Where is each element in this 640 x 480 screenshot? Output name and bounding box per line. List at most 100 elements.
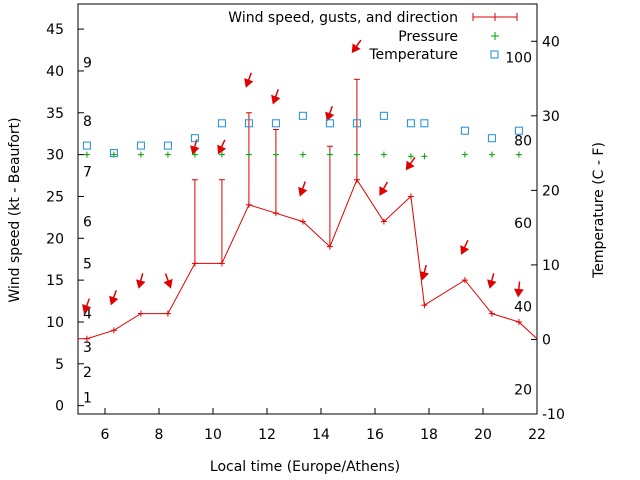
left-axis-tick-labels: 0 5 10 15 20 25 30 35 40 45 — [46, 22, 64, 415]
wind-direction-arrow — [487, 273, 497, 289]
wind-direction-arrow — [460, 240, 470, 255]
arrow-head — [271, 94, 281, 105]
arrow-head — [379, 186, 388, 196]
legend: Wind speed, gusts, and direction Pressur… — [228, 10, 518, 63]
wind-speed-point — [245, 201, 252, 208]
bottom-tick-label: 8 — [155, 427, 164, 443]
fahrenheit-label: 20 — [514, 382, 532, 398]
wind-direction-arrow — [82, 298, 92, 314]
temperature-point — [420, 119, 429, 128]
bottom-tick-label: 6 — [101, 427, 110, 443]
wind-direction-arrow — [163, 273, 173, 289]
temperature-point — [163, 141, 172, 150]
wind-speed-point — [380, 218, 387, 225]
bottom-tick-label: 18 — [420, 427, 438, 443]
wind-speed-point — [137, 310, 144, 317]
temperature-point — [352, 119, 361, 128]
temperature-point — [109, 149, 118, 158]
arrow-head — [298, 186, 308, 197]
fahrenheit-label: 100 — [505, 51, 532, 67]
legend-key-pressure — [491, 32, 499, 40]
pressure-point — [191, 151, 198, 158]
gust-bars — [191, 78, 360, 264]
bottom-tick-label: 10 — [204, 427, 222, 443]
x-axis-label: Local time (Europe/Athens) — [210, 459, 400, 475]
fahrenheit-label: 80 — [514, 133, 532, 149]
beaufort-label: 2 — [83, 365, 92, 381]
beaufort-label: 7 — [83, 164, 92, 180]
pressure-point — [164, 151, 171, 158]
y-axis-label-left: Wind speed (kt - Beaufort) — [7, 117, 23, 302]
beaufort-label: 5 — [83, 256, 92, 272]
pressure-point — [380, 151, 387, 158]
arrow-head — [405, 160, 415, 171]
temperature-point — [136, 141, 145, 150]
wind-speed-point — [488, 310, 495, 317]
wind-speed-point — [218, 260, 225, 267]
left-tick-label: 40 — [46, 64, 64, 80]
left-tick-label: 5 — [55, 357, 64, 373]
beaufort-label: 3 — [83, 340, 92, 356]
pressure-point — [407, 153, 414, 160]
wind-speed-point — [407, 193, 414, 200]
pressure-point — [137, 151, 144, 158]
pressure-point — [83, 151, 90, 158]
left-tick-label: 20 — [46, 231, 64, 247]
pressure-point — [272, 151, 279, 158]
wind-direction-arrows — [82, 39, 524, 314]
legend-label-temperature: Temperature — [368, 47, 458, 63]
wind-speed-point — [421, 302, 428, 309]
bottom-tick-label: 20 — [474, 427, 492, 443]
wind-speed-point — [110, 327, 117, 334]
wind-direction-arrow — [271, 89, 281, 105]
right-tick-label: 0 — [542, 332, 551, 348]
wind-direction-arrow — [109, 290, 119, 306]
wind-direction-arrow — [351, 39, 362, 54]
wind-direction-arrow — [405, 156, 416, 171]
legend-label-wind: Wind speed, gusts, and direction — [228, 10, 458, 26]
arrow-head — [419, 271, 429, 281]
fahrenheit-label: 40 — [514, 300, 532, 316]
wind-direction-arrow — [325, 105, 335, 122]
right-tick-label: 40 — [542, 34, 560, 50]
wind-speed-point — [83, 335, 90, 342]
wind-direction-arrow — [217, 139, 227, 155]
wind-direction-arrow — [514, 281, 524, 298]
temperature-point — [406, 119, 415, 128]
right-tick-label: -10 — [542, 407, 565, 423]
wind-speed-line — [78, 178, 538, 340]
bottom-tick-label: 16 — [366, 427, 384, 443]
wind-speed-point — [272, 210, 279, 217]
wind-speed-point — [191, 260, 198, 267]
fahrenheit-scale-labels: 20 40 60 80 100 — [505, 51, 532, 399]
arrow-head — [351, 43, 361, 54]
left-tick-label: 35 — [46, 106, 64, 122]
temperature-point — [82, 141, 91, 150]
pressure-point — [218, 151, 225, 158]
left-tick-label: 15 — [46, 273, 64, 289]
wind-direction-arrow — [379, 181, 389, 196]
wind-speed-point — [461, 277, 468, 284]
pressure-point — [488, 151, 495, 158]
left-tick-label: 25 — [46, 189, 64, 205]
temperature-point — [271, 119, 280, 128]
wind-direction-arrow — [419, 264, 429, 281]
right-axis-tick-labels: -10 0 10 20 30 40 — [542, 34, 565, 423]
right-tick-label: 10 — [542, 258, 560, 274]
left-tick-label: 45 — [46, 22, 64, 38]
bottom-axis-tick-labels: 6 8 10 12 14 16 18 20 22 — [101, 427, 546, 443]
temperature-point — [190, 134, 199, 143]
arrow-head — [487, 279, 497, 289]
pressure-point — [326, 151, 333, 158]
fahrenheit-label: 60 — [514, 216, 532, 232]
temperature-point — [244, 119, 253, 128]
pressure-point — [515, 151, 522, 158]
wind-speed-point — [299, 218, 306, 225]
left-tick-label: 30 — [46, 148, 64, 164]
temperature-point — [217, 119, 226, 128]
wind-direction-arrow — [244, 72, 254, 88]
arrow-head — [82, 304, 92, 314]
wind-direction-arrow — [190, 139, 200, 155]
pressure-point — [245, 151, 252, 158]
arrow-head — [163, 278, 173, 289]
